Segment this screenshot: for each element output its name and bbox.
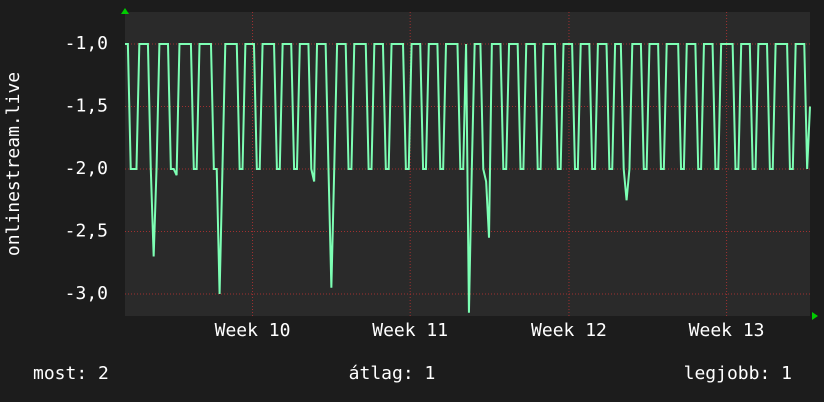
y-tick-label: -2,5 [65, 221, 108, 242]
x-tick-label: Week 13 [689, 320, 765, 341]
data-line [125, 43, 811, 313]
footer-current: most: 2 [33, 363, 109, 384]
footer-max: legjobb: 1 [684, 363, 792, 384]
y-tick-label: -1,5 [65, 96, 108, 117]
y-tick-label: -1,0 [65, 33, 108, 54]
y-tick-label: -3,0 [65, 283, 108, 304]
axis-arrow [121, 8, 129, 14]
y-axis-label: onlinestream.live [3, 72, 24, 256]
footer-average: átlag: 1 [349, 363, 436, 384]
x-tick-label: Week 10 [215, 320, 291, 341]
y-tick-label: -2,0 [65, 158, 108, 179]
x-tick-label: Week 11 [372, 320, 448, 341]
axis-arrow [812, 312, 818, 320]
x-tick-label: Week 12 [531, 320, 607, 341]
